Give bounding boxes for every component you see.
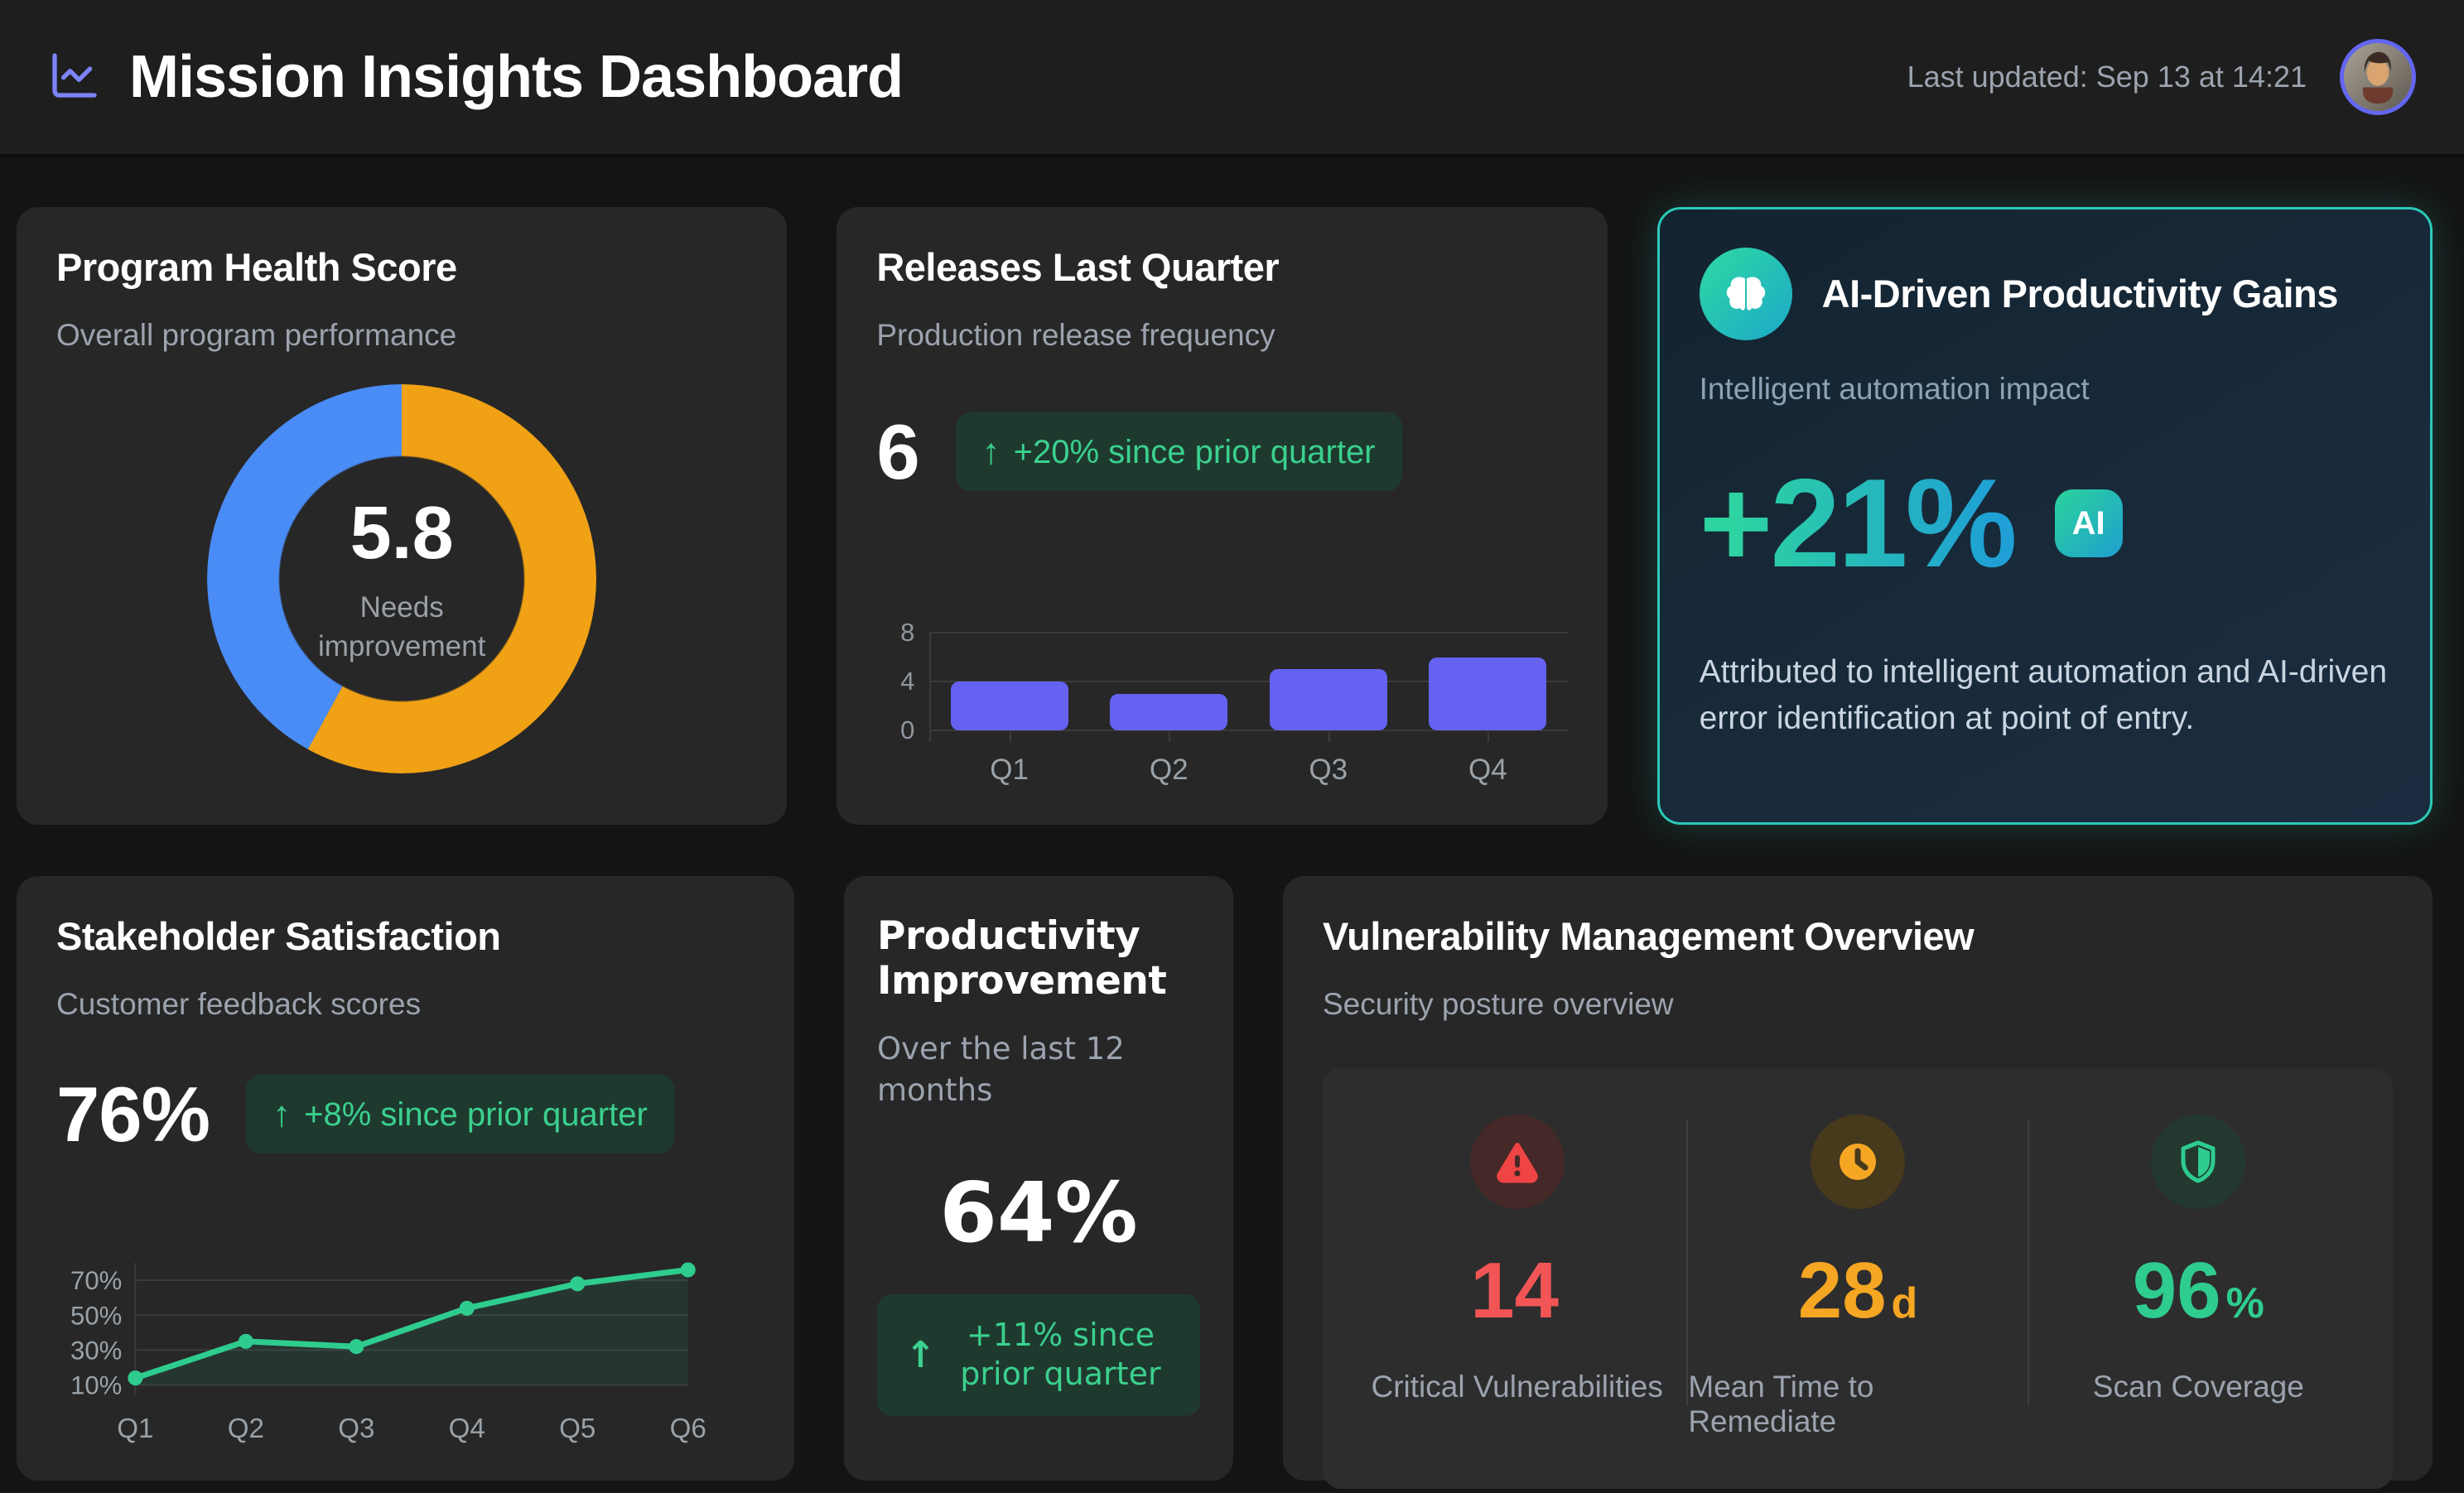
x-tick-label: Q1 [117,1414,153,1444]
x-tick-label: Q3 [1309,754,1348,786]
card-productivity: Productivity Improvement Over the last 1… [844,876,1233,1481]
vulnerability-stats-panel: 14 Critical Vulnerabilities 28 d [1323,1067,2393,1489]
gridline [929,632,1568,633]
card-subtitle: Customer feedback scores [56,987,422,1022]
releases-value: 6 [876,407,919,495]
divider [1686,1119,1689,1406]
x-tick-label: Q6 [670,1414,706,1444]
releases-bar-plot [929,632,1568,742]
y-tick-label: 4 [900,667,915,696]
card-stakeholder: Stakeholder Satisfaction Customer feedba… [17,876,794,1481]
header: Mission Insights Dashboard Last updated:… [0,0,2464,157]
satisfaction-value: 76% [56,1070,210,1158]
health-donut-chart: 5.8 Needs improvement [207,383,597,773]
productivity-value: 64% [939,1163,1138,1261]
health-score-value: 5.8 [350,492,454,576]
arrow-up-icon: ↑ [905,1333,936,1376]
releases-bar-chart: 0 4 8 Q1 Q2 Q3 Q4 [876,618,1568,792]
bar-chart-y-axis: 0 4 8 [876,618,929,744]
x-tick-label: Q2 [1149,754,1189,786]
card-vulnerability: Vulnerability Management Overview Securi… [1283,876,2433,1489]
x-tick [1009,732,1011,742]
y-tick-label: 10% [70,1371,122,1400]
data-point [349,1339,364,1355]
satisfaction-trend-badge: ↑ +8% since prior quarter [246,1075,674,1154]
arrow-up-icon: ↑ [272,1094,292,1135]
card-subtitle: Security posture overview [1323,987,1674,1022]
productivity-trend-badge: ↑ +11% since prior quarter [877,1293,1200,1416]
x-tick-label: Q5 [559,1414,596,1444]
data-point [238,1334,253,1350]
card-subtitle: Production release frequency [876,318,1275,353]
line-chart-svg: 10% 30% 50% 70% Q1 Q2 Q3 Q4 Q5 Q6 [70,1262,706,1444]
brain-icon [1699,248,1792,340]
bar [1269,669,1387,730]
stat-critical-vulnerabilities: 14 Critical Vulnerabilities [1348,1114,1686,1439]
gridline [929,730,1568,731]
y-tick-label: 0 [900,715,915,744]
bar [950,681,1068,730]
area-fill [135,1269,688,1385]
card-title: Program Health Score [56,245,457,289]
card-title: Stakeholder Satisfaction [56,914,501,958]
data-point [459,1300,475,1317]
y-tick-label: 30% [70,1336,122,1365]
y-tick-label: 50% [70,1301,122,1330]
data-point [128,1370,143,1386]
chart-line-icon [48,49,101,106]
x-tick-label: Q3 [338,1414,374,1444]
x-tick-label: Q4 [449,1414,485,1444]
clock-icon [1810,1114,1905,1209]
bar-chart-x-labels: Q1 Q2 Q3 Q4 [929,754,1567,787]
health-score-status: Needs improvement [318,591,486,663]
ai-description: Attributed to intelligent automation and… [1699,653,2388,737]
bar-chart-axis-line [929,633,932,742]
divider [2027,1119,2029,1406]
data-point [570,1276,586,1292]
donut-ring [207,383,597,773]
x-tick [1488,732,1490,742]
stat-scan-coverage: 96% Scan Coverage [2029,1114,2368,1439]
card-title: AI-Driven Productivity Gains [1821,271,2339,315]
gridline [929,681,1568,682]
data-point [680,1262,696,1278]
card-title: Vulnerability Management Overview [1323,914,1975,958]
ai-gain-value: +21% [1700,451,2018,596]
card-title: Productivity Improvement [877,913,1167,1004]
satisfaction-line-chart: 10% 30% 50% 70% Q1 Q2 Q3 Q4 Q5 Q6 [56,1248,755,1447]
card-releases: Releases Last Quarter Production release… [837,207,1608,825]
card-program-health: Program Health Score Overall program per… [17,207,788,825]
arrow-up-icon: ↑ [981,431,1001,473]
ai-badge: AI [2054,489,2123,558]
trend-line [132,1267,692,1381]
alert-triangle-icon [1469,1114,1565,1209]
x-tick-label: Q1 [990,754,1029,786]
x-tick-label: Q2 [228,1414,264,1444]
stat-mean-time-remediate: 28 d Mean Time to Remediate [1688,1114,2027,1439]
dashboard-grid: Program Health Score Overall program per… [0,157,2464,1493]
bar [1429,657,1547,730]
card-ai-gains: AI-Driven Productivity Gains Intelligent… [1656,207,2433,825]
card-subtitle: Overall program performance [56,318,457,353]
x-tick-label: Q4 [1468,754,1507,786]
y-tick-label: 8 [900,618,915,647]
x-tick [1328,732,1330,742]
avatar[interactable] [2340,39,2416,115]
card-subtitle: Over the last 12 months [877,1031,1125,1109]
page-title: Mission Insights Dashboard [129,44,904,110]
shield-icon [2151,1114,2246,1209]
bar [1110,693,1228,730]
last-updated-text: Last updated: Sep 13 at 14:21 [1907,60,2307,94]
y-tick-label: 70% [70,1266,122,1295]
releases-trend-badge: ↑ +20% since prior quarter [955,412,1402,492]
x-tick [1169,732,1171,742]
card-subtitle: Intelligent automation impact [1699,372,2090,406]
card-title: Releases Last Quarter [876,245,1280,289]
